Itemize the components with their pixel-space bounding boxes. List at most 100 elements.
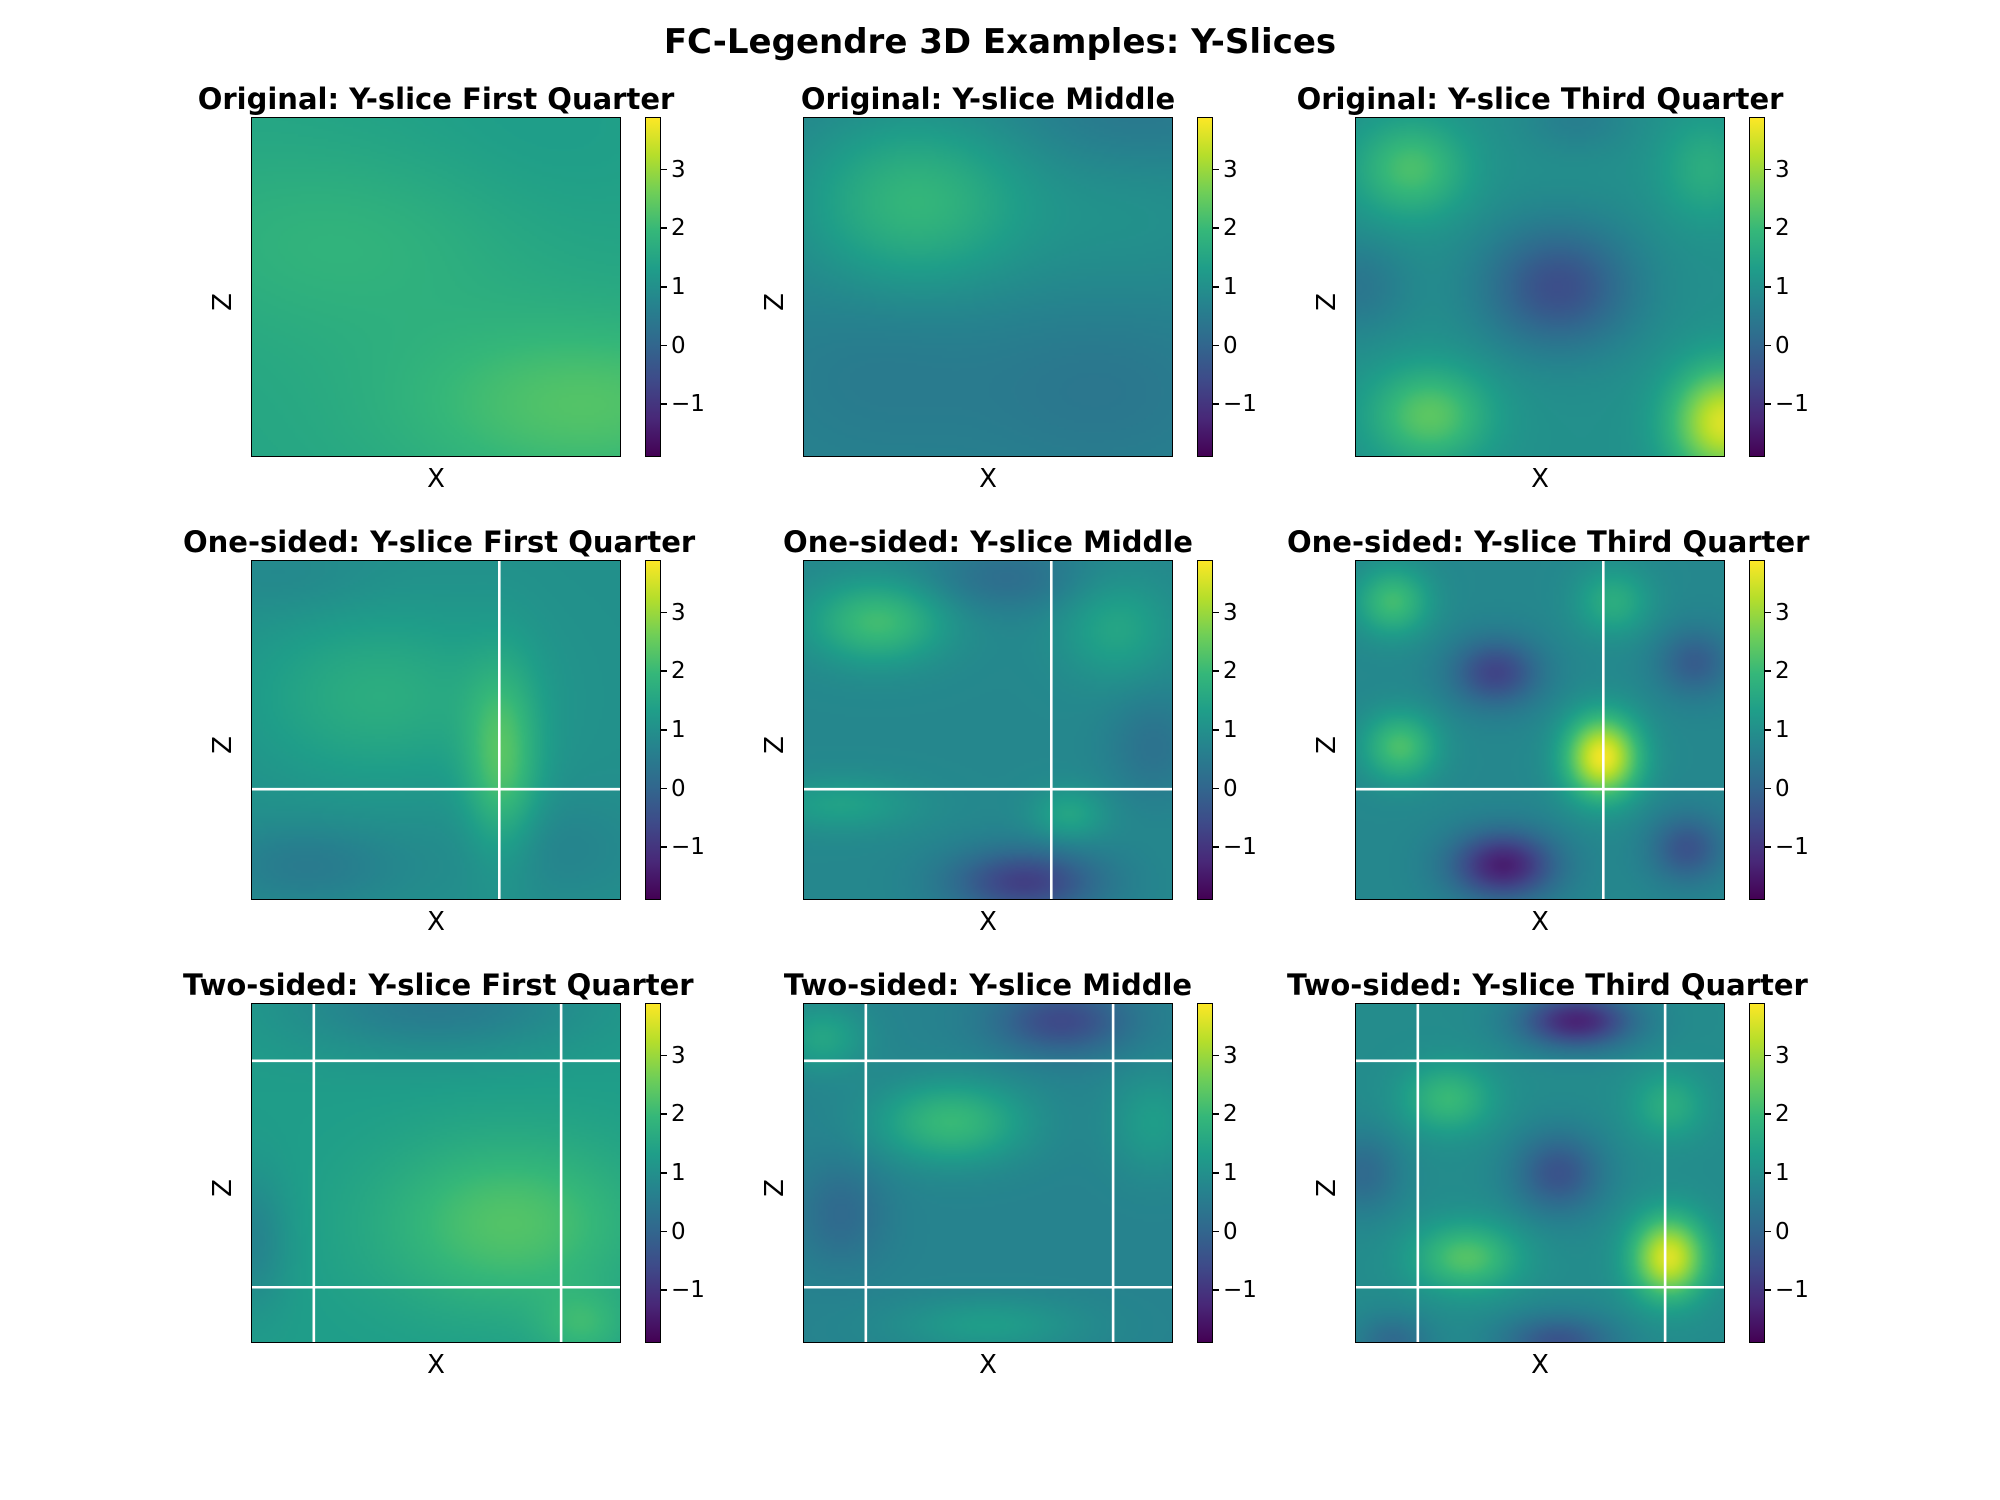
colorbar-tick-label: 3	[671, 599, 686, 626]
subplot-title: One-sided: Y-slice Middle	[783, 525, 1193, 559]
subplot-6: One-sided: Y-slice Third Quarter X Z −1 0 1 2 3	[1287, 525, 1847, 965]
heatmap-plot	[251, 560, 621, 900]
heatmap-plot	[1355, 117, 1725, 457]
y-axis-label: Z	[1312, 293, 1342, 311]
colorbar-tick-mark	[661, 1289, 667, 1291]
colorbar-tick-label: 0	[1775, 332, 1790, 359]
colorbar	[645, 117, 661, 457]
subplot-8: Two-sided: Y-slice Middle X Z −1 0 1 2 3	[735, 968, 1295, 1408]
colorbar-tick-label: 2	[671, 658, 686, 685]
colorbar-tick-mark	[661, 1172, 667, 1174]
colorbar-tick-mark	[1213, 1054, 1219, 1057]
colorbar-tick-mark	[1213, 787, 1219, 790]
colorbar-tick-mark	[1213, 611, 1219, 614]
heatmap-plot	[803, 560, 1173, 900]
subplot-title: Original: Y-slice First Quarter	[197, 82, 675, 116]
colorbar	[1197, 560, 1213, 900]
colorbar-tick-label: 1	[1223, 717, 1238, 743]
colorbar-tick-label: 1	[1775, 717, 1790, 743]
colorbar	[645, 560, 661, 900]
colorbar-tick-label: 0	[1223, 1218, 1238, 1245]
subplot-5: One-sided: Y-slice Middle X Z −1 0 1 2 3	[735, 525, 1295, 965]
colorbar-tick-mark	[1213, 1289, 1219, 1291]
colorbar-tick-label: 0	[671, 332, 686, 359]
colorbar-tick-label: 3	[1775, 1042, 1790, 1069]
colorbar-tick-label: 2	[1775, 215, 1790, 242]
colorbar-tick-label: 2	[671, 1101, 686, 1128]
colorbar-tick-label: −1	[1223, 391, 1257, 418]
colorbar-tick-mark	[661, 846, 667, 848]
y-axis-label: Z	[1312, 736, 1342, 754]
colorbar-tick-mark	[1765, 1113, 1771, 1115]
y-axis-label: Z	[208, 293, 238, 311]
colorbar-tick-mark	[1213, 729, 1219, 731]
colorbar-tick-mark	[1765, 1054, 1771, 1057]
colorbar-ticks: −1 0 1 2 3	[1213, 560, 1293, 900]
colorbar-tick-label: 3	[671, 1042, 686, 1069]
colorbar-tick-mark	[1765, 227, 1771, 229]
colorbar-tick-label: 1	[671, 717, 686, 743]
colorbar-tick-label: 1	[671, 274, 686, 300]
colorbar-ticks: −1 0 1 2 3	[1213, 1003, 1293, 1343]
colorbar-ticks: −1 0 1 2 3	[661, 117, 741, 457]
colorbar-tick-label: 1	[1223, 1160, 1238, 1186]
colorbar-tick-label: 3	[1775, 156, 1790, 183]
x-axis-label: X	[979, 464, 997, 494]
colorbar-tick-label: 0	[1223, 332, 1238, 359]
subplot-title: Two-sided: Y-slice Middle	[783, 968, 1193, 1002]
colorbar-tick-label: 1	[1775, 1160, 1790, 1186]
colorbar-tick-mark	[1213, 344, 1219, 347]
y-axis-label: Z	[760, 293, 790, 311]
colorbar-tick-label: 3	[1223, 156, 1238, 183]
x-axis-label: X	[979, 907, 997, 937]
x-axis-label: X	[979, 1350, 997, 1380]
colorbar-ticks: −1 0 1 2 3	[661, 560, 741, 900]
colorbar-tick-mark	[661, 344, 667, 347]
heatmap-plot	[251, 1003, 621, 1343]
subplot-title: One-sided: Y-slice First Quarter	[183, 525, 696, 559]
colorbar-tick-mark	[661, 787, 667, 790]
colorbar	[1197, 1003, 1213, 1343]
colorbar-ticks: −1 0 1 2 3	[1765, 560, 1845, 900]
colorbar-tick-label: −1	[1775, 834, 1809, 861]
colorbar-tick-mark	[1765, 611, 1771, 614]
heatmap-image	[1356, 118, 1724, 456]
heatmap-plot	[803, 1003, 1173, 1343]
colorbar-tick-label: 3	[671, 156, 686, 183]
y-axis-label: Z	[1312, 1179, 1342, 1197]
colorbar-tick-mark	[1213, 286, 1219, 288]
colorbar-tick-label: 0	[671, 775, 686, 802]
subplot-title: One-sided: Y-slice Third Quarter	[1287, 525, 1810, 559]
x-axis-label: X	[1531, 464, 1549, 494]
colorbar-tick-mark	[1765, 1230, 1771, 1233]
colorbar-tick-mark	[661, 403, 667, 405]
colorbar	[1197, 117, 1213, 457]
heatmap-image	[252, 118, 620, 456]
colorbar	[1749, 1003, 1765, 1343]
subplot-4: One-sided: Y-slice First Quarter X Z −1 0 1 2 3	[183, 525, 743, 965]
subplot-title: Original: Y-slice Middle	[800, 82, 1176, 116]
colorbar-tick-label: 3	[1223, 599, 1238, 626]
colorbar-tick-mark	[1765, 787, 1771, 790]
x-axis-label: X	[1531, 1350, 1549, 1380]
colorbar-tick-mark	[1213, 1230, 1219, 1233]
colorbar-tick-mark	[661, 286, 667, 288]
subplot-title: Original: Y-slice Third Quarter	[1296, 82, 1784, 116]
x-axis-label: X	[427, 464, 445, 494]
x-axis-label: X	[1531, 907, 1549, 937]
colorbar	[1749, 117, 1765, 457]
colorbar-ticks: −1 0 1 2 3	[1765, 117, 1845, 457]
colorbar-tick-mark	[1213, 1172, 1219, 1174]
colorbar-tick-mark	[1213, 403, 1219, 405]
colorbar-tick-label: −1	[671, 391, 705, 418]
colorbar-tick-mark	[661, 1054, 667, 1057]
y-axis-label: Z	[760, 1179, 790, 1197]
colorbar-tick-label: −1	[1775, 1277, 1809, 1304]
boundary-lines	[252, 561, 620, 899]
colorbar-tick-mark	[1213, 168, 1219, 171]
colorbar-tick-mark	[661, 611, 667, 614]
subplot-2: Original: Y-slice Middle X Z −1 0 1 2 3	[735, 82, 1295, 522]
heatmap-plot	[251, 117, 621, 457]
colorbar-tick-label: 0	[1775, 775, 1790, 802]
subplot-9: Two-sided: Y-slice Third Quarter X Z −1 0 1 2 3	[1287, 968, 1847, 1408]
